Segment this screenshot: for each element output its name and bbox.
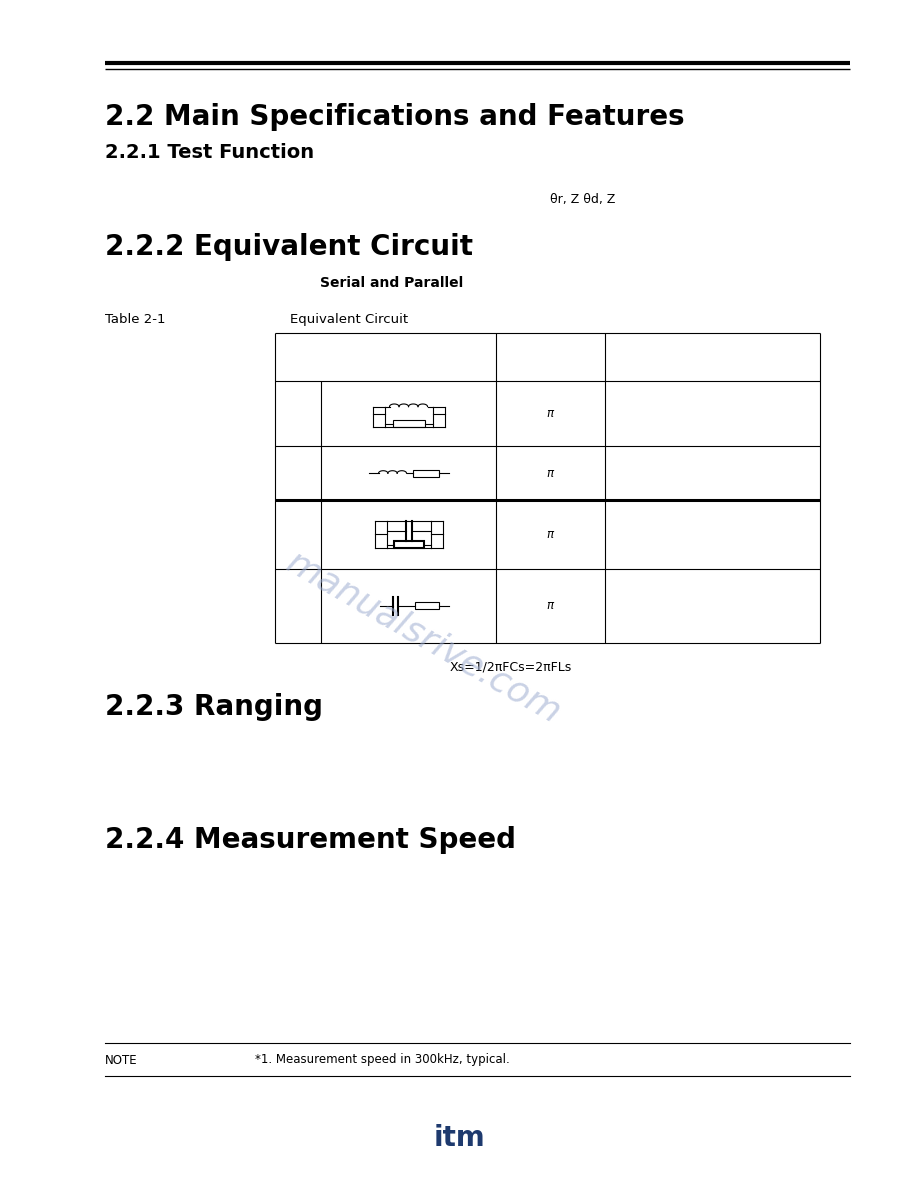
Bar xyxy=(393,419,424,428)
Text: π: π xyxy=(546,407,554,421)
Text: Xs=1/2πFCs=2πFLs: Xs=1/2πFCs=2πFLs xyxy=(450,661,572,672)
Text: *1. Measurement speed in 300kHz, typical.: *1. Measurement speed in 300kHz, typical… xyxy=(255,1054,509,1067)
Text: θr, Z θd, Z: θr, Z θd, Z xyxy=(550,192,615,206)
Text: 2.2.3 Ranging: 2.2.3 Ranging xyxy=(105,693,323,721)
Text: 2.2 Main Specifications and Features: 2.2 Main Specifications and Features xyxy=(105,103,685,131)
Text: manualsrive.com: manualsrive.com xyxy=(280,545,566,731)
Text: π: π xyxy=(546,599,554,612)
Text: 2.2.1 Test Function: 2.2.1 Test Function xyxy=(105,143,314,162)
Text: Equivalent Circuit: Equivalent Circuit xyxy=(290,312,409,326)
Text: itm: itm xyxy=(433,1124,485,1152)
Text: 2.2.2 Equivalent Circuit: 2.2.2 Equivalent Circuit xyxy=(105,233,473,261)
Text: Serial and Parallel: Serial and Parallel xyxy=(320,276,464,290)
Text: 2.2.4 Measurement Speed: 2.2.4 Measurement Speed xyxy=(105,826,516,854)
Text: NOTE: NOTE xyxy=(105,1054,138,1067)
Text: π: π xyxy=(546,527,554,541)
Text: π: π xyxy=(546,467,554,480)
Text: Table 2-1: Table 2-1 xyxy=(105,312,165,326)
Bar xyxy=(412,469,439,476)
Bar xyxy=(415,602,439,609)
Bar xyxy=(394,541,423,548)
